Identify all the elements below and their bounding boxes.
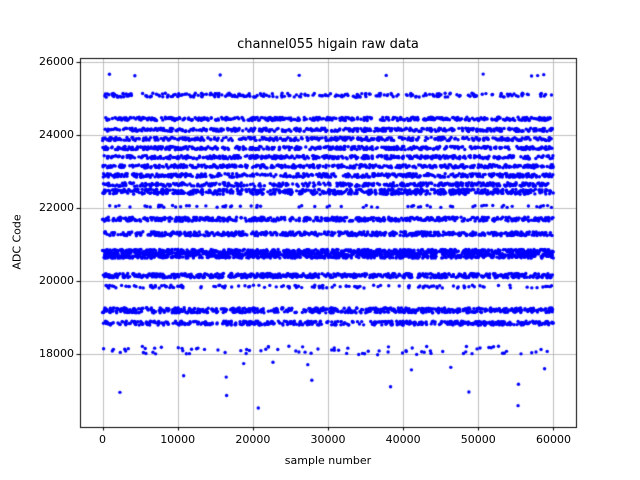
x-tick-label: 30000 [310, 433, 346, 446]
x-tick-label: 60000 [535, 433, 571, 446]
x-tick-label: 50000 [460, 433, 496, 446]
y-tick-label: 18000 [39, 347, 74, 361]
x-tick-label: 10000 [160, 433, 196, 446]
x-axis-label: sample number [284, 454, 372, 467]
y-tick-label: 20000 [39, 274, 74, 288]
x-tick-label: 20000 [235, 433, 271, 446]
y-tick-label: 24000 [39, 128, 74, 142]
x-tick-label: 0 [99, 433, 107, 446]
y-tick-label: 22000 [39, 201, 74, 215]
y-tick-label: 26000 [39, 55, 74, 69]
x-tick-label: 40000 [385, 433, 421, 446]
y-axis-label: ADC Code [10, 214, 24, 270]
chart-title: channel055 higain raw data [237, 37, 419, 52]
